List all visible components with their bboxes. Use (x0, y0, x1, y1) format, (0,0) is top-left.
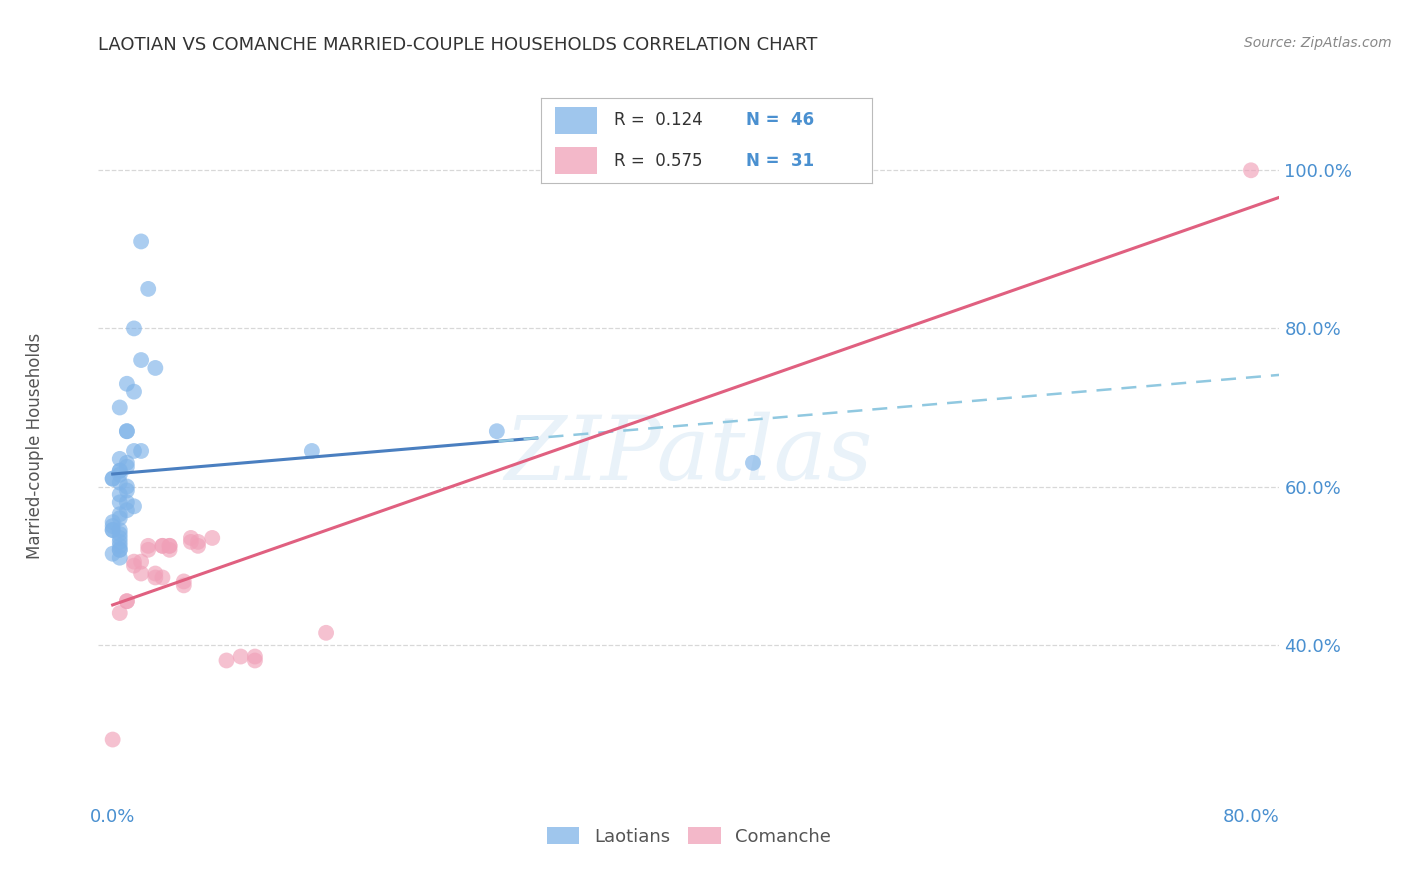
Point (122, 444, 145, 458)
Point (101, 547, 124, 561)
Point (152, 539, 174, 553)
Text: N =  31: N = 31 (747, 152, 814, 169)
Text: LAOTIAN VS COMANCHE MARRIED-COUPLE HOUSEHOLDS CORRELATION CHART: LAOTIAN VS COMANCHE MARRIED-COUPLE HOUSE… (98, 36, 818, 54)
Point (115, 503, 138, 517)
Point (115, 483, 138, 498)
Point (173, 578, 195, 592)
Point (115, 456, 138, 470)
Point (136, 539, 159, 553)
Point (101, 519, 124, 533)
Point (485, 424, 508, 438)
Point (129, 555, 152, 569)
Point (108, 507, 131, 521)
Point (742, 456, 765, 470)
Point (159, 539, 181, 553)
Point (122, 321, 145, 335)
Point (243, 649, 266, 664)
Text: Married-couple Households: Married-couple Households (27, 333, 44, 559)
Point (101, 472, 124, 486)
Point (201, 531, 224, 545)
Point (143, 570, 166, 584)
Point (122, 500, 145, 514)
Point (1240, 163, 1263, 178)
Point (101, 523, 124, 537)
Point (108, 527, 131, 541)
Point (129, 566, 152, 581)
Point (108, 464, 131, 478)
Point (159, 539, 181, 553)
Point (229, 649, 252, 664)
Point (108, 475, 131, 490)
Point (101, 472, 124, 486)
Point (108, 531, 131, 545)
Point (115, 376, 138, 391)
Point (301, 444, 323, 458)
Text: Source: ZipAtlas.com: Source: ZipAtlas.com (1244, 36, 1392, 50)
Point (215, 653, 238, 667)
Text: N =  46: N = 46 (747, 112, 814, 129)
Point (115, 495, 138, 509)
Point (101, 732, 124, 747)
Point (108, 535, 131, 549)
Point (136, 542, 159, 557)
Text: R =  0.124: R = 0.124 (614, 112, 703, 129)
Point (108, 401, 131, 415)
Point (129, 235, 152, 249)
Point (159, 542, 181, 557)
Bar (554, 107, 598, 134)
Point (101, 515, 124, 529)
Text: ZIPatlas: ZIPatlas (505, 411, 873, 499)
Text: R =  0.575: R = 0.575 (614, 152, 703, 169)
Point (108, 511, 131, 525)
Point (187, 535, 209, 549)
Point (173, 574, 195, 589)
Point (115, 594, 138, 608)
Point (115, 424, 138, 438)
Point (115, 594, 138, 608)
Point (108, 487, 131, 501)
Point (108, 542, 131, 557)
Point (108, 550, 131, 565)
Bar (554, 147, 598, 175)
Point (187, 539, 209, 553)
Point (115, 479, 138, 493)
Point (108, 523, 131, 537)
Point (143, 361, 166, 376)
Point (143, 566, 166, 581)
Point (152, 539, 174, 553)
Point (136, 282, 159, 296)
Point (101, 523, 124, 537)
Point (180, 535, 202, 549)
Point (180, 531, 202, 545)
Point (122, 384, 145, 399)
Point (115, 459, 138, 474)
Point (108, 451, 131, 466)
Point (115, 424, 138, 438)
Point (108, 495, 131, 509)
Point (108, 539, 131, 553)
Point (108, 542, 131, 557)
Point (122, 558, 145, 573)
Point (315, 625, 337, 640)
Point (122, 555, 145, 569)
Point (129, 353, 152, 368)
Legend: Laotians, Comanche: Laotians, Comanche (540, 821, 838, 853)
Point (152, 570, 174, 584)
Point (243, 653, 266, 667)
Point (108, 464, 131, 478)
Point (108, 606, 131, 620)
Point (108, 467, 131, 482)
Point (129, 444, 152, 458)
